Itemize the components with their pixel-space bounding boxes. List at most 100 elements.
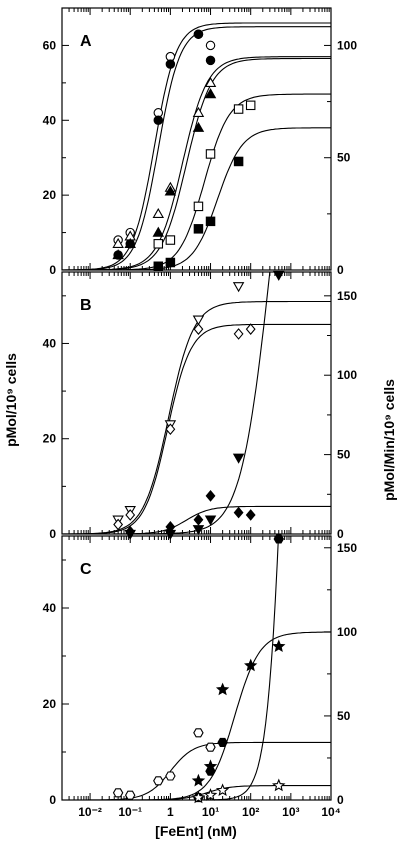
left-tick-label: 0 — [49, 263, 56, 277]
series-star-open — [191, 778, 286, 804]
data-point — [191, 773, 206, 787]
data-point — [193, 29, 204, 39]
data-point — [205, 742, 216, 752]
left-tick-label: 0 — [49, 793, 56, 807]
data-point — [165, 257, 176, 268]
data-point — [193, 224, 204, 234]
data-point — [112, 788, 124, 798]
x-tick-label: 10² — [242, 805, 259, 819]
data-point — [215, 682, 230, 696]
fit-curve — [62, 127, 331, 270]
series-square-open — [153, 100, 256, 249]
data-point — [153, 776, 164, 786]
left-tick-label: 40 — [43, 336, 57, 350]
data-point — [124, 237, 136, 248]
data-point — [233, 104, 244, 114]
right-tick-label: 150 — [337, 541, 357, 555]
data-point — [204, 76, 217, 88]
data-point — [125, 509, 136, 521]
fit-curve — [62, 323, 331, 534]
data-point — [165, 771, 176, 781]
data-point — [153, 261, 164, 272]
data-point — [215, 783, 230, 797]
series-triangle-down-filled — [124, 270, 285, 540]
right-tick-label: 100 — [337, 625, 357, 639]
data-point — [203, 788, 218, 801]
data-point — [153, 115, 164, 126]
panel-B: B 0 20 40 0 50 100 150 — [43, 270, 357, 541]
right-axis-title: pMol/Min/10⁹ cells — [381, 379, 397, 501]
panel-C: C 0 20 40 0 50 100 150 — [43, 534, 357, 807]
x-axis-title: [FeEnt] (nM) — [155, 823, 237, 839]
data-point — [193, 728, 204, 738]
panel-label: B — [80, 297, 92, 314]
data-point — [124, 529, 136, 540]
data-point — [232, 453, 245, 464]
fit-curve — [62, 22, 331, 270]
data-point — [232, 282, 245, 293]
data-point — [193, 323, 204, 336]
data-point — [233, 328, 244, 340]
right-tick-label: 150 — [337, 289, 357, 303]
data-point — [204, 88, 217, 99]
data-point — [164, 529, 177, 540]
left-tick-label: 20 — [43, 697, 57, 711]
plot-frame — [61, 271, 332, 535]
right-tick-label: 50 — [337, 448, 351, 462]
data-point — [191, 790, 206, 804]
left-tick-label: 0 — [49, 527, 56, 541]
data-point — [153, 239, 164, 249]
data-point — [112, 249, 124, 260]
x-tick-label: 10¹ — [202, 805, 219, 819]
data-point — [205, 149, 216, 159]
data-point — [165, 235, 176, 245]
x-tick-labels: 10⁻² 10⁻¹ 1 10¹ 10² 10³ 10⁴ — [78, 805, 340, 819]
data-point — [113, 518, 124, 531]
data-point — [244, 658, 258, 672]
x-tick-label: 1 — [167, 805, 174, 819]
fit-curve — [62, 505, 331, 534]
series-diamond-open — [113, 323, 256, 531]
data-point — [203, 759, 218, 773]
data-point — [273, 270, 285, 281]
data-point — [205, 40, 216, 51]
data-point — [112, 237, 124, 248]
data-point — [205, 216, 216, 227]
data-point — [245, 509, 256, 521]
right-tick-label: 0 — [337, 527, 344, 541]
right-tick-label: 100 — [337, 368, 357, 382]
data-point — [192, 525, 205, 536]
data-point — [233, 506, 244, 519]
data-point — [217, 737, 228, 747]
series-star-filled — [191, 639, 286, 787]
panel-A: A 0 20 40 60 0 50 100 — [43, 7, 357, 277]
data-point — [272, 778, 286, 792]
data-point — [152, 226, 165, 237]
panels: A 0 20 40 60 0 50 100 B 0 20 40 0 50 100 150 C 0 20 40 0 50 10… — [43, 7, 357, 819]
data-point — [272, 639, 286, 653]
data-point — [204, 515, 217, 526]
right-tick-label: 50 — [337, 709, 351, 723]
x-tick-label: 10⁴ — [321, 805, 340, 819]
left-axis-title: pMol/10⁹ cells — [3, 353, 19, 447]
panel-label: C — [80, 561, 92, 578]
left-tick-label: 60 — [43, 38, 57, 52]
data-point — [165, 59, 176, 69]
x-tick-label: 10³ — [282, 805, 299, 819]
x-tick-label: 10⁻¹ — [118, 805, 142, 819]
right-tick-label: 100 — [337, 38, 357, 52]
data-point — [233, 156, 244, 167]
data-point — [124, 790, 136, 800]
data-point — [192, 106, 205, 117]
fit-curve — [62, 631, 331, 800]
data-point — [193, 513, 204, 526]
data-point — [192, 121, 205, 132]
series-square-filled — [153, 156, 244, 272]
data-point — [205, 55, 216, 66]
data-point — [193, 201, 204, 212]
data-point — [273, 534, 285, 544]
data-point — [165, 423, 176, 436]
left-tick-label: 40 — [43, 601, 57, 615]
series-triangle-filled — [112, 88, 217, 260]
